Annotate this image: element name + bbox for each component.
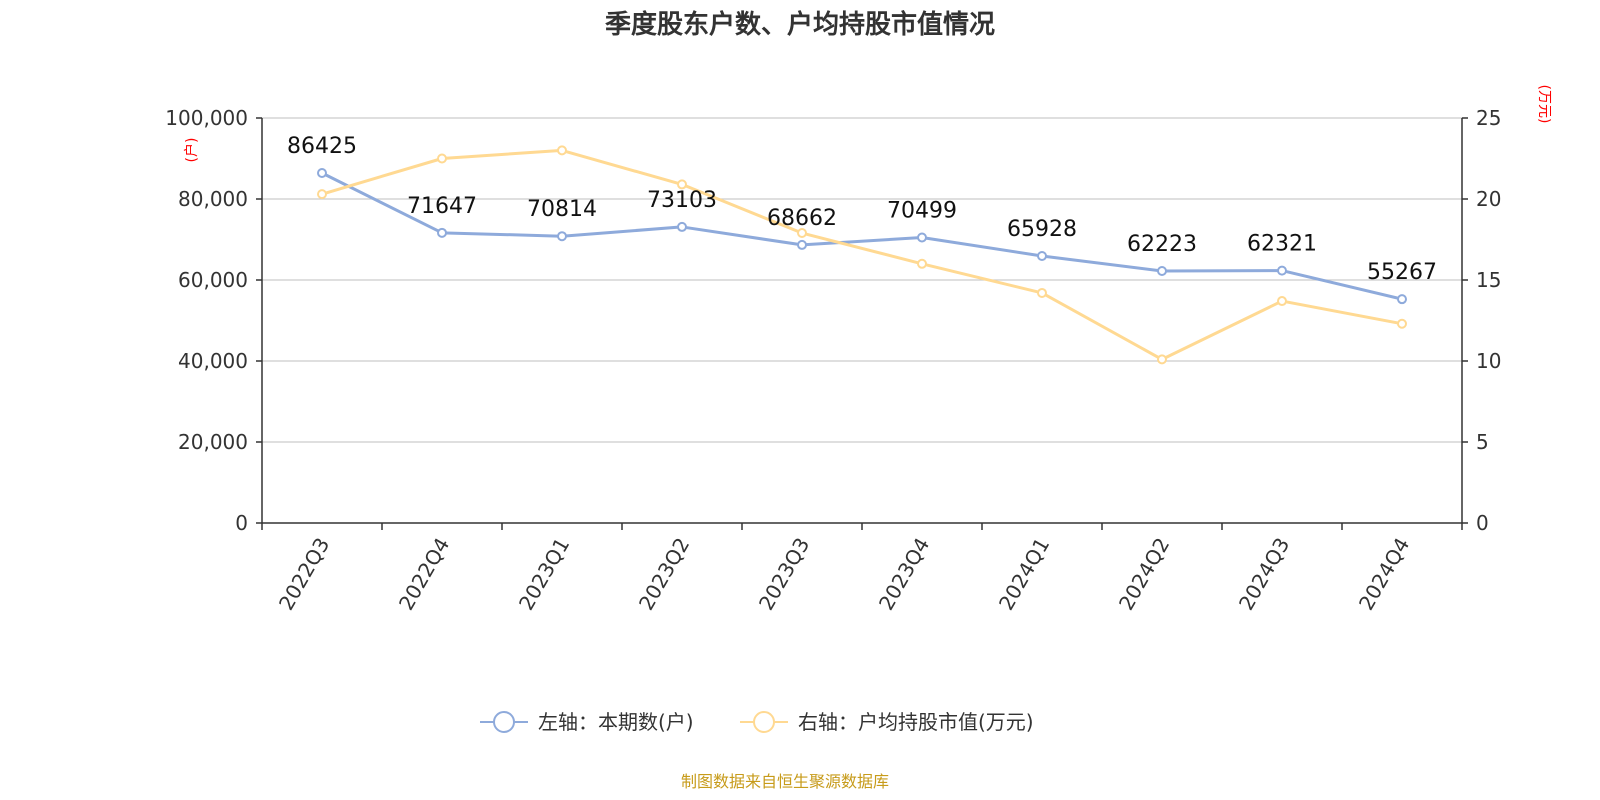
left-axis-tick-label: 0 xyxy=(235,511,248,535)
x-axis-tick-label: 2024Q3 xyxy=(1234,534,1294,615)
source-note: 制图数据来自恒生聚源数据库 xyxy=(681,772,889,791)
data-point-left xyxy=(557,231,567,242)
data-labels: 86425 71647 70814 73103 68662 70499 65928 62223… xyxy=(287,134,1437,285)
data-point-left xyxy=(797,239,807,250)
left-axis-tick-label: 60,000 xyxy=(178,268,248,292)
left-axis-unit: (户) xyxy=(183,138,200,163)
data-value-label: 55267 xyxy=(1367,260,1437,285)
series-layer xyxy=(317,145,1407,365)
data-point-left xyxy=(917,232,927,243)
data-value-label: 71647 xyxy=(407,194,477,219)
x-axis-tick-label: 2023Q2 xyxy=(634,534,694,615)
x-axis-tick-label: 2024Q2 xyxy=(1114,534,1174,615)
data-point-left xyxy=(677,221,687,232)
legend[interactable]: 左轴：本期数(户) 右轴：户均持股市值(万元) xyxy=(480,710,1034,734)
data-point-right xyxy=(1157,354,1167,365)
data-point-right xyxy=(917,258,927,269)
right-axis-tick-label: 5 xyxy=(1476,430,1489,454)
chart-title: 季度股东户数、户均持股市值情况 xyxy=(605,9,995,40)
data-value-label: 73103 xyxy=(647,188,717,213)
data-point-right xyxy=(1277,296,1287,307)
data-point-left xyxy=(1277,265,1287,276)
data-value-label: 68662 xyxy=(767,206,837,231)
data-point-right xyxy=(677,179,687,190)
data-point-left xyxy=(1397,294,1407,305)
right-axis-tick-label: 0 xyxy=(1476,511,1489,535)
data-value-label: 86425 xyxy=(287,134,357,159)
legend-item-right-series[interactable]: 右轴：户均持股市值(万元) xyxy=(740,710,1034,734)
legend-label: 左轴：本期数(户) xyxy=(538,710,694,734)
right-axis-tick-label: 20 xyxy=(1476,187,1501,211)
data-point-left xyxy=(317,167,327,178)
x-axis-tick-label: 2023Q1 xyxy=(514,534,574,615)
data-point-right xyxy=(797,228,807,239)
data-point-right xyxy=(437,153,447,164)
grid-lines xyxy=(262,117,1462,443)
left-axis-tick-label: 20,000 xyxy=(178,430,248,454)
data-point-left xyxy=(437,227,447,238)
legend-item-left-series[interactable]: 左轴：本期数(户) xyxy=(480,710,694,734)
x-axis-tick-label: 2024Q4 xyxy=(1354,534,1414,615)
series-line-left xyxy=(321,171,1403,301)
right-axis-tick-label: 25 xyxy=(1476,106,1501,130)
data-point-left xyxy=(1157,265,1167,276)
data-value-label: 62321 xyxy=(1247,232,1317,257)
right-axis-tick-label: 10 xyxy=(1476,349,1501,373)
left-axis-tick-label: 80,000 xyxy=(178,187,248,211)
x-axis-tick-label: 2023Q3 xyxy=(754,534,814,615)
x-axis-tick-label: 2023Q4 xyxy=(874,534,934,615)
legend-swatch-circle-icon xyxy=(753,711,775,733)
data-value-label: 70499 xyxy=(887,198,957,223)
data-point-right xyxy=(317,189,327,200)
x-axis-tick-label: 2024Q1 xyxy=(994,534,1054,615)
right-axis-unit: (万元) xyxy=(1536,85,1552,124)
data-value-label: 62223 xyxy=(1127,232,1197,257)
data-point-right xyxy=(557,145,567,156)
series-line-right xyxy=(321,148,1403,361)
right-axis-tick-label: 15 xyxy=(1476,268,1501,292)
data-value-label: 70814 xyxy=(527,197,597,222)
left-axis-tick-label: 100,000 xyxy=(165,106,248,130)
legend-label: 右轴：户均持股市值(万元) xyxy=(798,710,1034,734)
left-axis-tick-label: 40,000 xyxy=(178,349,248,373)
data-point-left xyxy=(1037,250,1047,261)
data-point-right xyxy=(1037,287,1047,298)
x-axis-tick-label: 2022Q4 xyxy=(394,534,454,615)
legend-swatch-circle-icon xyxy=(493,711,515,733)
x-axis-tick-label: 2022Q3 xyxy=(274,534,334,615)
data-value-label: 65928 xyxy=(1007,217,1077,242)
data-point-right xyxy=(1397,318,1407,329)
